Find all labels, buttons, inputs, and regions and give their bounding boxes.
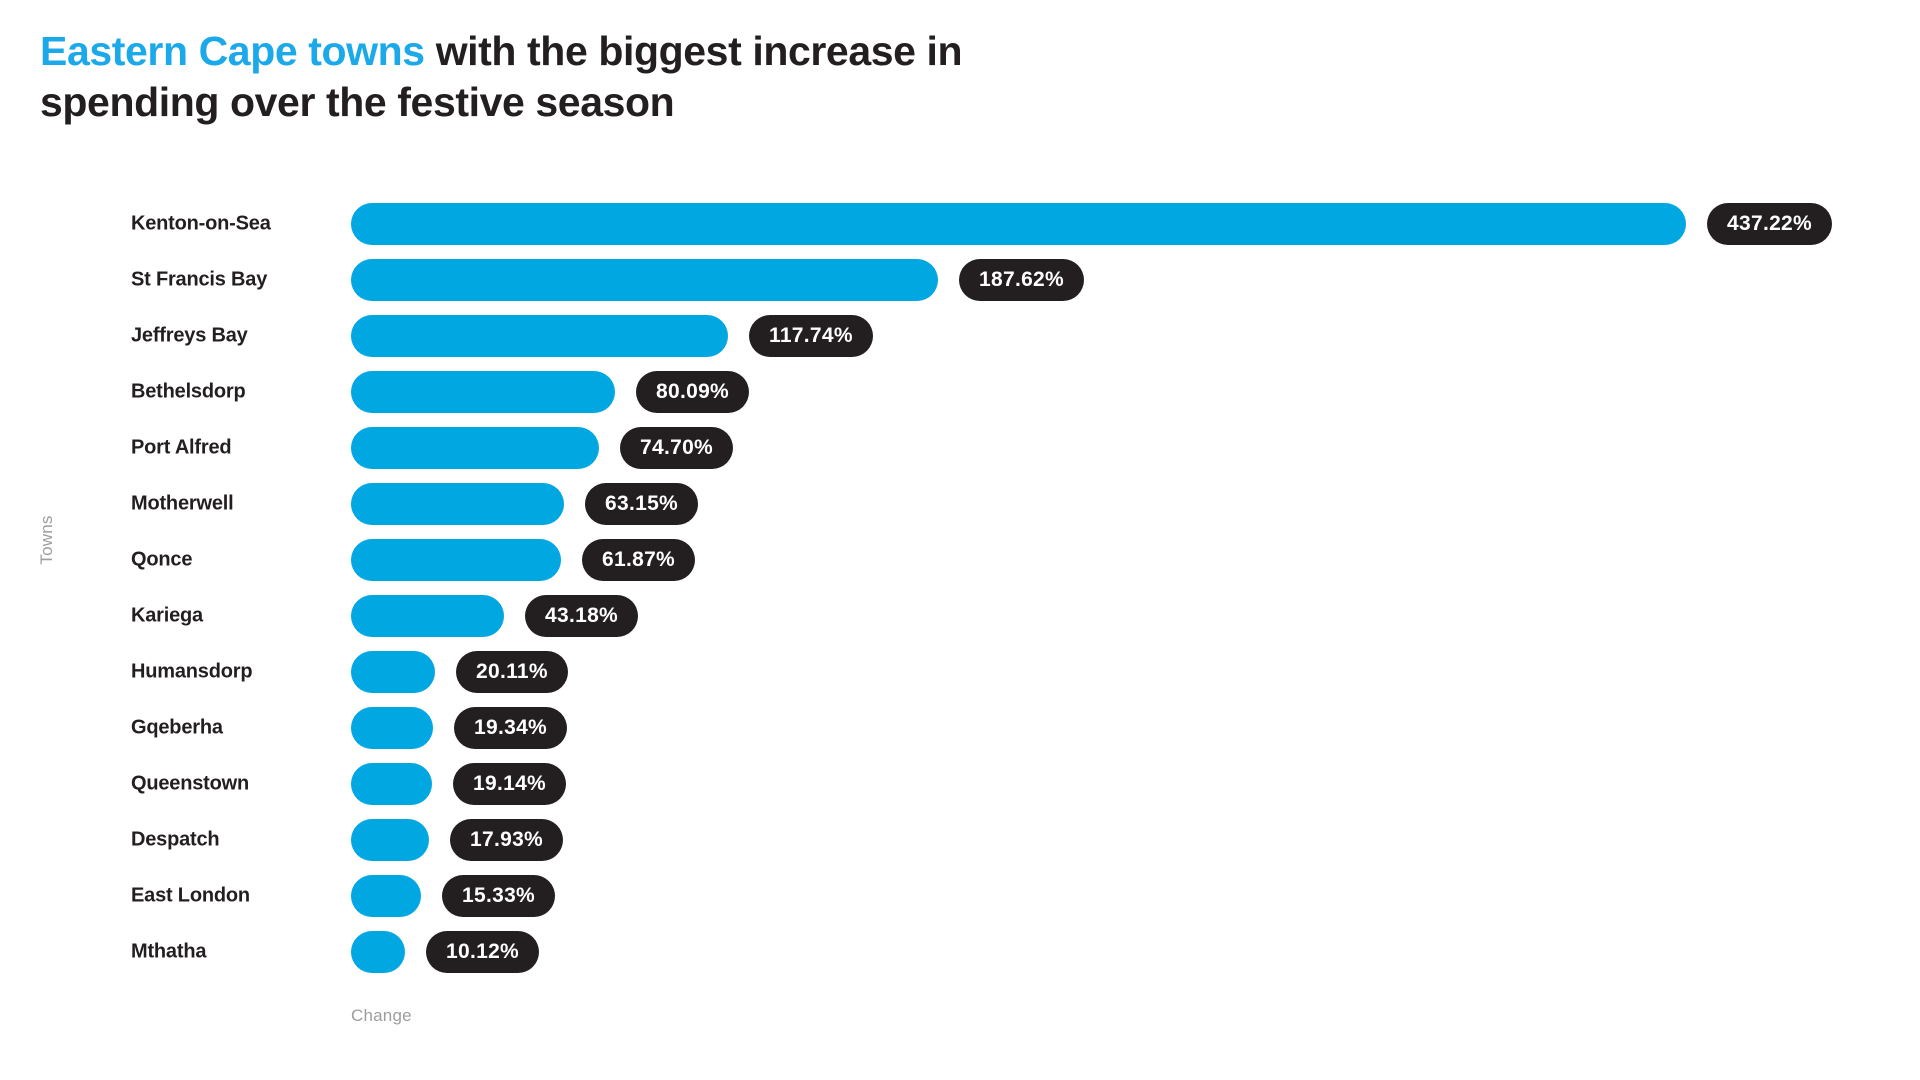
town-label: Gqeberha bbox=[131, 716, 223, 739]
bar-group: 63.15% bbox=[351, 483, 699, 525]
value-badge: 15.33% bbox=[442, 875, 556, 917]
chart-row: Jeffreys Bay 117.74% bbox=[0, 308, 1920, 364]
value-badge: 437.22% bbox=[1707, 203, 1833, 245]
value-badge: 80.09% bbox=[636, 371, 750, 413]
town-label: Motherwell bbox=[131, 492, 234, 515]
bar-group: 10.12% bbox=[351, 931, 540, 973]
town-label: St Francis Bay bbox=[131, 268, 268, 291]
chart-row: Kariega 43.18% bbox=[0, 588, 1920, 644]
town-label: Qonce bbox=[131, 548, 193, 571]
value-badge: 187.62% bbox=[959, 259, 1085, 301]
bar-group: 17.93% bbox=[351, 819, 564, 861]
chart-row: East London 15.33% bbox=[0, 868, 1920, 924]
bar-group: 437.22% bbox=[351, 203, 1833, 245]
chart-row: Motherwell 63.15% bbox=[0, 476, 1920, 532]
chart-title: Eastern Cape towns with the biggest incr… bbox=[40, 26, 1080, 128]
value-badge: 17.93% bbox=[450, 819, 564, 861]
bar bbox=[351, 651, 435, 693]
chart-row: Port Alfred 74.70% bbox=[0, 420, 1920, 476]
bar bbox=[351, 931, 405, 973]
town-label: Jeffreys Bay bbox=[131, 324, 248, 347]
chart-row: St Francis Bay 187.62% bbox=[0, 252, 1920, 308]
bar bbox=[351, 595, 504, 637]
town-label: Kenton-on-Sea bbox=[131, 212, 271, 235]
bar-group: 19.14% bbox=[351, 763, 567, 805]
town-label: Despatch bbox=[131, 828, 220, 851]
town-label: Bethelsdorp bbox=[131, 380, 246, 403]
town-label: Queenstown bbox=[131, 772, 250, 795]
x-axis-label: Change bbox=[351, 1006, 412, 1025]
value-badge: 19.14% bbox=[453, 763, 567, 805]
bar bbox=[351, 483, 564, 525]
bar bbox=[351, 819, 429, 861]
value-badge: 63.15% bbox=[585, 483, 699, 525]
value-badge: 61.87% bbox=[582, 539, 696, 581]
value-badge: 74.70% bbox=[620, 427, 734, 469]
chart-row: Gqeberha 19.34% bbox=[0, 700, 1920, 756]
bar bbox=[351, 203, 1686, 245]
bar-group: 19.34% bbox=[351, 707, 568, 749]
bar bbox=[351, 371, 615, 413]
bar-group: 61.87% bbox=[351, 539, 696, 581]
chart-row: Kenton-on-Sea 437.22% bbox=[0, 196, 1920, 252]
bar-group: 15.33% bbox=[351, 875, 556, 917]
bar-chart: Kenton-on-Sea 437.22% St Francis Bay 187.62… bbox=[0, 196, 1920, 980]
bar bbox=[351, 427, 599, 469]
bar bbox=[351, 875, 421, 917]
value-badge: 19.34% bbox=[454, 707, 568, 749]
chart-row: Humansdorp 20.11% bbox=[0, 644, 1920, 700]
title-rest: with the biggest increase in spending ov… bbox=[40, 28, 963, 125]
town-label: Kariega bbox=[131, 604, 203, 627]
bar-group: 117.74% bbox=[351, 315, 873, 357]
town-label: East London bbox=[131, 884, 250, 907]
town-label: Port Alfred bbox=[131, 436, 232, 459]
bar bbox=[351, 315, 728, 357]
chart-row: Bethelsdorp 80.09% bbox=[0, 364, 1920, 420]
bar bbox=[351, 539, 561, 581]
value-badge: 117.74% bbox=[749, 315, 873, 357]
bar-group: 187.62% bbox=[351, 259, 1085, 301]
bar bbox=[351, 259, 938, 301]
value-badge: 43.18% bbox=[525, 595, 639, 637]
chart-row: Mthatha 10.12% bbox=[0, 924, 1920, 980]
bar bbox=[351, 763, 432, 805]
bar bbox=[351, 707, 433, 749]
chart-row: Queenstown 19.14% bbox=[0, 756, 1920, 812]
bar-group: 80.09% bbox=[351, 371, 750, 413]
chart-row: Qonce 61.87% bbox=[0, 532, 1920, 588]
title-accent: Eastern Cape towns bbox=[40, 28, 425, 74]
town-label: Mthatha bbox=[131, 940, 207, 963]
bar-group: 43.18% bbox=[351, 595, 639, 637]
bar-group: 74.70% bbox=[351, 427, 734, 469]
town-label: Humansdorp bbox=[131, 660, 253, 683]
value-badge: 10.12% bbox=[426, 931, 540, 973]
chart-row: Despatch 17.93% bbox=[0, 812, 1920, 868]
bar-group: 20.11% bbox=[351, 651, 568, 693]
value-badge: 20.11% bbox=[456, 651, 568, 693]
